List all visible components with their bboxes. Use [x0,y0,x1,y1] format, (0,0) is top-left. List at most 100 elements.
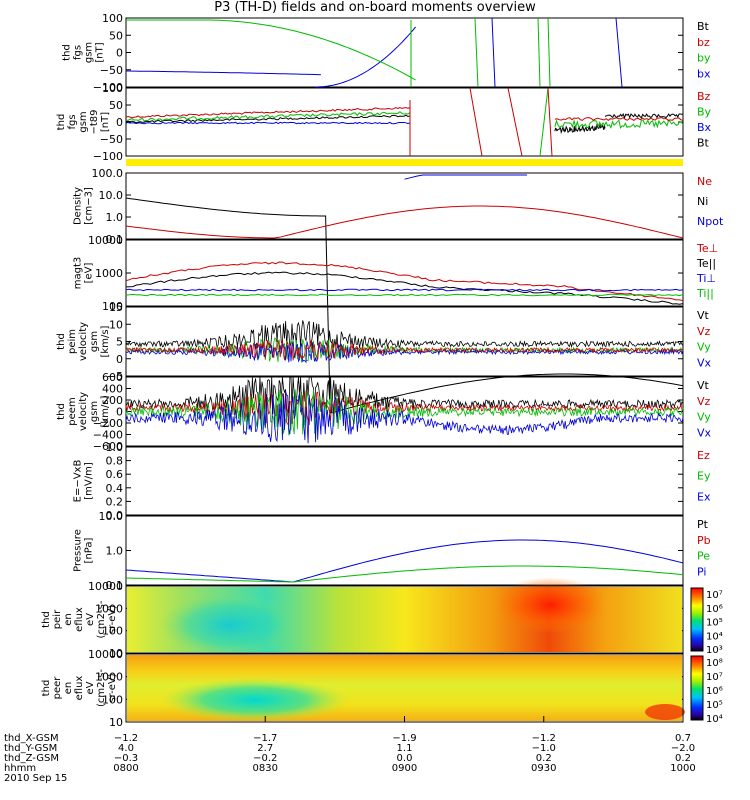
y-axis-label: thd [41,611,52,628]
y-axis-label: [km/s] [100,395,111,427]
colorbar-label: 10⁵ [706,700,723,711]
ion-spectrogram-hotspot [495,577,605,633]
y-tick-label: 0 [116,47,123,60]
by-line [537,17,541,88]
ni-line [125,197,684,414]
by-line [125,111,411,122]
y-axis-label: [eV] [84,263,95,284]
x-axis-row-label: thd_Z-GSM [4,753,59,764]
y-axis-label: [mV/m] [84,462,95,500]
legend-entry: Bx [697,121,712,134]
by-line [474,17,479,88]
figure-title: P3 (TH-D) fields and on-board moments ov… [214,0,536,15]
y-axis-label: thd [56,114,67,131]
ne-line [125,205,684,239]
y-axis-label: gsm [89,331,100,352]
legend-entry: Pi [697,565,706,578]
y-tick-label: 10000 [88,580,123,593]
y-tick-label: 1.0 [106,545,124,558]
y-tick-label: 0.4 [106,482,124,495]
y-tick-label: 10 [109,716,123,729]
x-axis-value: 0900 [392,763,417,774]
colorbar [690,587,704,652]
vy-line [125,389,684,436]
legend-entry: Te|| [696,257,716,270]
y-tick-label: −200 [93,417,123,430]
panel-frame [125,17,684,88]
x-axis-value: 1.1 [397,743,413,754]
legend-entry: Vt [697,379,710,392]
x-axis-row-label: thd_X-GSM [4,733,59,744]
y-axis-label: [cm−3] [84,187,95,225]
y-axis-label: en [63,682,74,695]
colorbar-label: 10⁷ [706,590,723,601]
y-axis-label: (cm2-s- [96,600,107,638]
panel-frame [125,306,684,377]
legend-entry: Vy [697,411,711,424]
y-axis-label: peir [52,609,63,629]
electron-spectrogram-hotspot [645,704,685,720]
x-axis-value: 0.0 [397,753,413,764]
legend-entry: Vz [697,325,711,338]
pi-line [125,539,684,583]
ion-spectrogram-coldspot [160,593,300,657]
y-tick-label: 10 [109,647,123,660]
y-tick-label: −600 [93,440,123,453]
x-axis-value: 0.2 [536,753,552,764]
y-axis-label: [nPa] [84,537,95,563]
y-axis-label: thd [56,403,67,420]
y-tick-label: 0 [116,116,123,129]
x-axis-value: −2.0 [671,743,695,754]
y-tick-label: 1000 [95,267,123,280]
bz-line [547,87,553,157]
legend-entry: Ez [697,449,710,462]
legend-entry: Ti⊥ [696,272,716,285]
y-axis-label: (cm2-s- [96,669,107,707]
y-tick-label: 0.1 [106,233,124,246]
y-axis-label: gsm [84,42,95,63]
x-axis-value: 2.7 [257,743,273,754]
x-axis-value: −1.2 [114,733,138,744]
panel-8: 10.0 1.0 0.1 Pressure [nPa] Pt Pb Pe Pi [73,510,711,592]
vz-line [125,390,683,427]
bt-line [604,112,683,120]
y-tick-label: −400 [93,429,123,442]
y-axis-label: [km/s] [100,325,111,357]
colorbar-label: 10⁶ [706,604,723,615]
x-axis-value: −1.2 [532,733,556,744]
by-line [554,118,684,130]
y-tick-label: 0 [116,353,123,366]
y-axis-label: peim [67,329,78,354]
x-axis-value: 0.2 [675,753,691,764]
x-axis-value: 0.7 [675,733,691,744]
bx-line [615,17,623,88]
bz-line [125,106,411,119]
by-line [547,17,551,88]
vt-line [125,376,684,415]
y-tick-label: 1.0 [106,211,124,224]
y-tick-label: 1000 [95,671,123,684]
x-axis-value: −0.3 [114,753,138,764]
y-axis-label: sr-eV) [107,605,118,634]
vt-line [125,320,684,350]
y-tick-label: 10 [109,318,123,331]
legend-entry: Pb [697,534,711,547]
y-tick-label: 0.8 [106,455,124,468]
y-tick-label: 100 [102,625,123,638]
panel-1: 100 50 0 −50 −100 thd fgs gsm [nT] Bt bz by bx [62,12,711,94]
x-axis-row-label: hhmm [4,763,36,774]
legend-entry: Vy [697,341,711,354]
legend-entry: Bt [697,137,710,150]
panel-frame [125,515,684,586]
y-tick-label: 50 [109,99,123,112]
legend-entry: Bz [697,90,711,103]
colorbar-label: 10⁵ [706,618,723,629]
y-axis-label: velocity [78,322,89,361]
npot-line [404,174,527,180]
colorbar-label: 10³ [706,645,723,656]
legend-entry: Ex [697,490,711,503]
bz-line [554,116,684,122]
y-axis-label: en [63,613,74,626]
panel-frame [125,239,684,307]
y-tick-label: 0.6 [106,468,124,481]
